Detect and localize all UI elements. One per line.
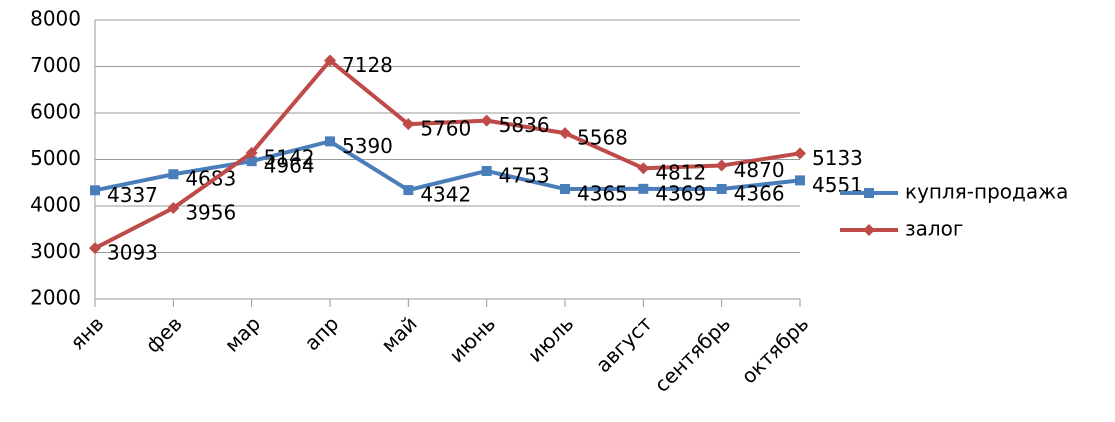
- legend-label: купля-продажа: [905, 180, 1068, 204]
- y-tick-label: 4000: [30, 193, 81, 217]
- x-tick-label: фев: [141, 311, 187, 357]
- series-line: [94, 139, 801, 193]
- legend-label: залог: [905, 217, 963, 241]
- point: [481, 165, 492, 176]
- data-label: 3956: [185, 201, 236, 225]
- point: [794, 147, 806, 160]
- x-tick-label: август: [591, 311, 657, 377]
- data-label: 5568: [577, 126, 628, 150]
- x-tick-label: апр: [300, 311, 344, 355]
- y-tick-label: 7000: [30, 53, 81, 77]
- point: [324, 54, 336, 67]
- point: [167, 202, 180, 215]
- data-label: 5390: [342, 134, 393, 158]
- point: [245, 146, 258, 159]
- data-label: 4870: [734, 158, 785, 182]
- point: [638, 183, 649, 194]
- legend-marker: [863, 224, 875, 236]
- data-label: 3093: [107, 241, 158, 265]
- data-label: 5760: [420, 117, 471, 141]
- x-tick-label: октябрь: [736, 311, 813, 388]
- data-label: 5142: [264, 145, 315, 169]
- point: [325, 136, 335, 147]
- point: [560, 184, 570, 195]
- data-label: 4337: [107, 183, 158, 207]
- data-label: 4366: [734, 181, 785, 205]
- point: [89, 242, 101, 255]
- point: [90, 185, 100, 196]
- data-label: 5133: [812, 146, 863, 170]
- y-tick-label: 5000: [30, 146, 81, 170]
- data-label: 4365: [577, 182, 628, 206]
- data-label: 4812: [655, 161, 706, 185]
- y-tick-label: 3000: [30, 239, 81, 263]
- x-tick-label: янв: [65, 311, 108, 354]
- series-line: [94, 57, 801, 250]
- point: [795, 175, 805, 186]
- x-tick-label: июль: [523, 311, 578, 366]
- x-tick-label: мар: [220, 311, 265, 356]
- data-label: 4369: [655, 181, 706, 205]
- point: [402, 118, 415, 131]
- data-label: 5836: [499, 113, 550, 137]
- data-label: 7128: [342, 53, 393, 77]
- y-tick-label: 6000: [30, 100, 81, 124]
- point: [715, 159, 728, 172]
- legend-marker: [864, 188, 874, 198]
- point: [559, 127, 571, 140]
- point: [168, 169, 179, 180]
- point: [480, 114, 493, 127]
- data-label: 4753: [499, 163, 550, 187]
- x-tick-label: сентябрь: [650, 311, 735, 396]
- point: [246, 156, 257, 167]
- y-tick-label: 8000: [30, 7, 81, 31]
- point: [403, 185, 414, 196]
- y-tick-label: 2000: [30, 286, 81, 310]
- x-tick-label: июнь: [444, 311, 500, 367]
- x-tick-label: май: [376, 311, 421, 356]
- data-label: 4964: [264, 154, 315, 178]
- data-label: 4342: [420, 183, 471, 207]
- point: [716, 183, 727, 194]
- point: [637, 162, 650, 175]
